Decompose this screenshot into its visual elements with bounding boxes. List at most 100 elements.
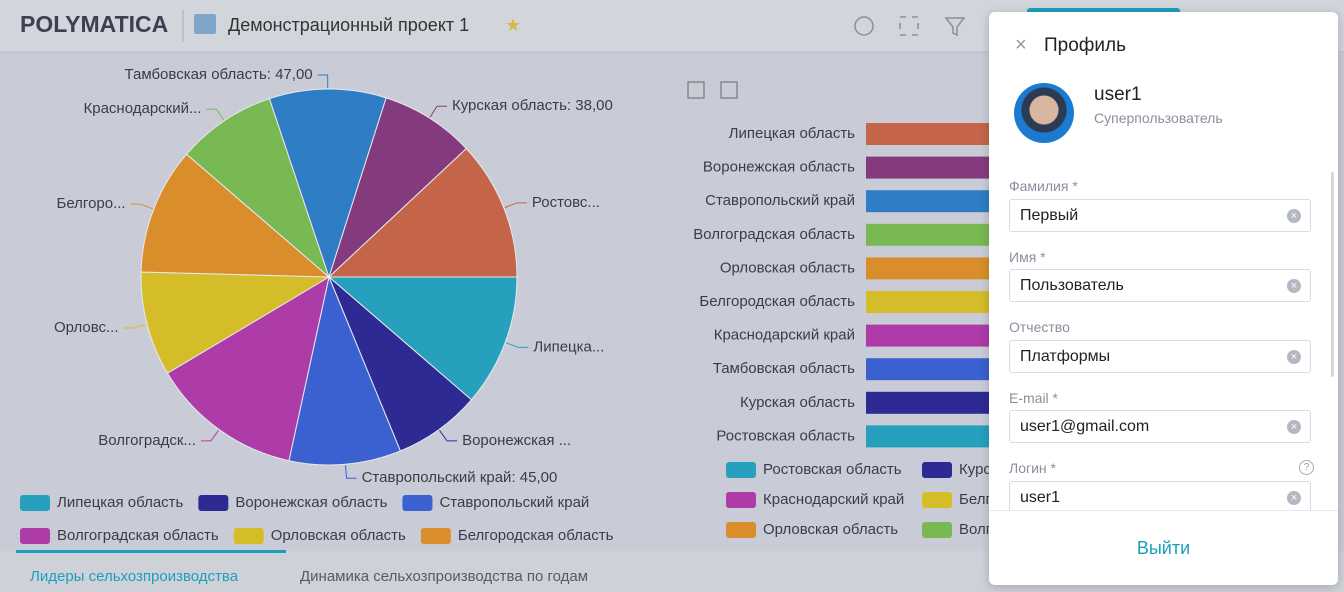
callout-label: Волгоградск... [98,432,196,449]
rotate-icon[interactable] [720,81,738,99]
clear-button[interactable]: × [1287,209,1301,223]
callout-line [206,108,225,121]
legend-label[interactable]: Воронежская область [235,494,387,511]
callout-label: Ставропольский край: 45,00 [362,469,558,486]
bar-category-label: Воронежская область [703,159,855,176]
pie-slice [140,153,331,278]
legend-swatch [726,522,756,538]
pie-slice [166,275,330,462]
bar-category-label: Тамбовская область [713,360,855,377]
comment-icon[interactable] [854,16,874,36]
callout-line [439,430,458,442]
bar-category-label: Ставропольский край [705,192,855,209]
callout-line [429,105,447,118]
clear-button[interactable]: × [1287,350,1301,364]
legend-label: Ростовская область [763,461,902,478]
pie-slice [185,98,331,279]
legend-label[interactable]: Липецкая область [57,494,184,511]
field-input[interactable]: Платформы × [1009,340,1311,373]
callout-line [505,342,529,348]
bar-category-label: Краснодарский край [714,327,855,344]
favorite-star[interactable]: ★ [505,15,521,35]
field-value: Платформы [1020,348,1111,365]
bar-category-label: Волгоградская область [693,226,855,243]
profile-panel: × Профиль user1 Суперпользователь Фамили… [989,12,1338,585]
pie-slice [140,271,331,374]
help-icon[interactable]: ? [1299,460,1314,475]
field-input[interactable]: user1@gmail.com × [1009,410,1311,443]
crop-icon[interactable] [687,81,705,99]
callout-line [504,202,527,209]
logout-button[interactable]: Выйти [1136,538,1191,558]
user-name: user1 [1094,84,1142,105]
callout-line [344,465,357,479]
avatar [1014,83,1074,143]
tab[interactable]: Лидеры сельхозпроизводства [30,568,239,585]
legend-swatch [922,522,952,538]
callout-label: Краснодарский... [84,100,202,117]
form: Фамилия * Первый × Имя * Пользователь × От… [989,162,1338,510]
callout-label: Липецка... [533,338,604,355]
field-input[interactable]: user1 × [1009,481,1311,510]
legend-label[interactable]: Белгородская область [458,527,614,544]
legend-swatch [20,528,50,544]
field-label: Логин * [1009,460,1056,476]
bar-category-label: Белгородская область [699,293,855,310]
field-label: Отчество [1009,319,1070,335]
clear-button[interactable]: × [1287,491,1301,505]
legend-label[interactable]: Орловская область [271,527,406,544]
callout-label: Тамбовская область: 47,00 [124,66,312,83]
filter-icon[interactable] [944,17,966,37]
logo[interactable]: POLYMATICA [20,11,168,37]
callout-label: Курская область: 38,00 [452,97,613,114]
separator [989,510,1338,511]
field-value: user1@gmail.com [1020,418,1150,435]
legend-swatch [922,492,952,508]
pie-slice [327,147,518,278]
bar-category-label: Ростовская область [716,427,855,444]
callout-line [200,430,219,442]
pie-slice [288,275,402,466]
bar-category-label: Липецкая область [729,125,856,142]
legend-label: Орловская область [763,521,898,538]
legend-label: Краснодарский край [763,491,904,508]
pie-slice [268,88,387,279]
tab[interactable]: Динамика сельхозпроизводства по годам [300,568,588,585]
callout-line [317,74,329,89]
legend-swatch [233,528,264,544]
project-icon [194,14,216,34]
active-tab-indicator [16,550,286,553]
field-label: Фамилия * [1009,178,1078,194]
field-value: user1 [1020,489,1061,506]
legend-label[interactable]: Волгоградская область [57,527,219,544]
legend-swatch [20,495,50,511]
fullscreen-icon[interactable] [899,16,919,36]
callout-label: Воронежская ... [462,432,571,449]
legend-label[interactable]: Ставропольский край [439,494,589,511]
field-label: E-mail * [1009,390,1059,406]
bar-category-label: Орловская область [720,259,855,276]
field-input[interactable]: Первый × [1009,199,1311,232]
legend-swatch [726,462,756,478]
field-value: Пользователь [1020,277,1124,294]
callout-line [123,324,147,329]
legend-swatch [402,495,433,511]
pie-slice [327,276,518,401]
scrollbar [1331,172,1334,377]
legend-swatch [922,462,952,478]
field-label: Имя * [1009,249,1046,265]
clear-button[interactable]: × [1287,420,1301,434]
callout-label: Орловс... [54,319,119,336]
legend-swatch [420,528,451,544]
field-input[interactable]: Пользователь × [1009,269,1311,302]
legend-swatch [198,495,229,511]
callout-label: Белгоро... [56,195,125,212]
callout-line [130,203,153,210]
panel-title: Профиль [1044,35,1127,56]
field-value: Первый [1020,207,1079,224]
legend-swatch [726,492,756,508]
close-button[interactable]: × [1015,34,1027,56]
project-title: Демонстрационный проект 1 [228,15,469,35]
clear-button[interactable]: × [1287,279,1301,293]
